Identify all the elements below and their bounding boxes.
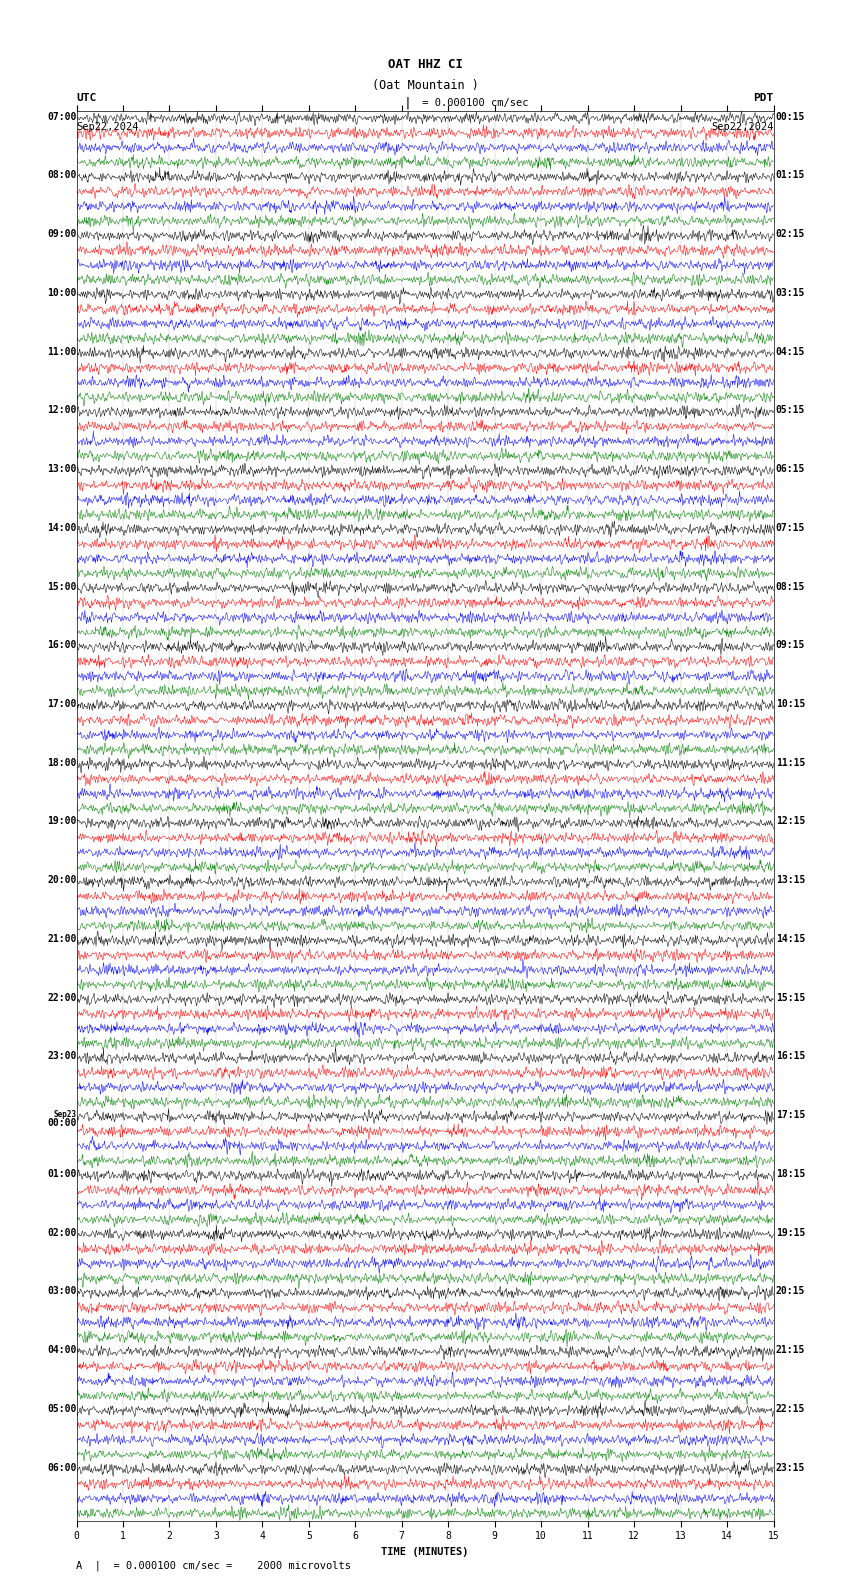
X-axis label: TIME (MINUTES): TIME (MINUTES) <box>382 1546 468 1557</box>
Text: 06:00: 06:00 <box>47 1462 76 1473</box>
Text: 22:15: 22:15 <box>776 1403 805 1415</box>
Text: 00:00: 00:00 <box>47 1118 76 1128</box>
Text: 19:00: 19:00 <box>47 816 76 827</box>
Text: 12:00: 12:00 <box>47 406 76 415</box>
Text: 15:00: 15:00 <box>47 581 76 591</box>
Text: 05:15: 05:15 <box>776 406 805 415</box>
Text: |: | <box>404 97 412 109</box>
Text: 14:15: 14:15 <box>776 935 805 944</box>
Text: 18:00: 18:00 <box>47 757 76 768</box>
Text: 01:00: 01:00 <box>47 1169 76 1178</box>
Text: 01:15: 01:15 <box>776 171 805 181</box>
Text: 23:00: 23:00 <box>47 1052 76 1061</box>
Text: 16:15: 16:15 <box>776 1052 805 1061</box>
Text: 12:15: 12:15 <box>776 816 805 827</box>
Text: 04:15: 04:15 <box>776 347 805 356</box>
Text: Sep23: Sep23 <box>54 1110 76 1120</box>
Text: 07:15: 07:15 <box>776 523 805 532</box>
Text: 22:00: 22:00 <box>47 993 76 1003</box>
Text: 02:00: 02:00 <box>47 1228 76 1237</box>
Text: 14:00: 14:00 <box>47 523 76 532</box>
Text: 00:15: 00:15 <box>776 111 805 122</box>
Text: A  |  = 0.000100 cm/sec =    2000 microvolts: A | = 0.000100 cm/sec = 2000 microvolts <box>76 1560 352 1571</box>
Text: Sep22,2024: Sep22,2024 <box>76 122 139 131</box>
Text: 11:00: 11:00 <box>47 347 76 356</box>
Text: 17:15: 17:15 <box>776 1110 805 1120</box>
Text: 15:15: 15:15 <box>776 993 805 1003</box>
Text: 19:15: 19:15 <box>776 1228 805 1237</box>
Text: = 0.000100 cm/sec: = 0.000100 cm/sec <box>416 98 529 108</box>
Text: 07:00: 07:00 <box>47 111 76 122</box>
Text: 13:00: 13:00 <box>47 464 76 474</box>
Text: 16:00: 16:00 <box>47 640 76 651</box>
Text: 20:15: 20:15 <box>776 1286 805 1296</box>
Text: 08:15: 08:15 <box>776 581 805 591</box>
Text: PDT: PDT <box>753 93 774 103</box>
Text: 06:15: 06:15 <box>776 464 805 474</box>
Text: 10:15: 10:15 <box>776 699 805 710</box>
Text: 09:00: 09:00 <box>47 230 76 239</box>
Text: UTC: UTC <box>76 93 97 103</box>
Text: 08:00: 08:00 <box>47 171 76 181</box>
Text: 23:15: 23:15 <box>776 1462 805 1473</box>
Text: 21:15: 21:15 <box>776 1345 805 1356</box>
Text: OAT HHZ CI: OAT HHZ CI <box>388 59 462 71</box>
Text: 11:15: 11:15 <box>776 757 805 768</box>
Text: 09:15: 09:15 <box>776 640 805 651</box>
Text: 13:15: 13:15 <box>776 876 805 885</box>
Text: 05:00: 05:00 <box>47 1403 76 1415</box>
Text: 17:00: 17:00 <box>47 699 76 710</box>
Text: 18:15: 18:15 <box>776 1169 805 1178</box>
Text: 10:00: 10:00 <box>47 288 76 298</box>
Text: 21:00: 21:00 <box>47 935 76 944</box>
Text: 04:00: 04:00 <box>47 1345 76 1356</box>
Text: 20:00: 20:00 <box>47 876 76 885</box>
Text: (Oat Mountain ): (Oat Mountain ) <box>371 79 479 92</box>
Text: 03:15: 03:15 <box>776 288 805 298</box>
Text: 02:15: 02:15 <box>776 230 805 239</box>
Text: Sep22,2024: Sep22,2024 <box>711 122 774 131</box>
Text: 03:00: 03:00 <box>47 1286 76 1296</box>
